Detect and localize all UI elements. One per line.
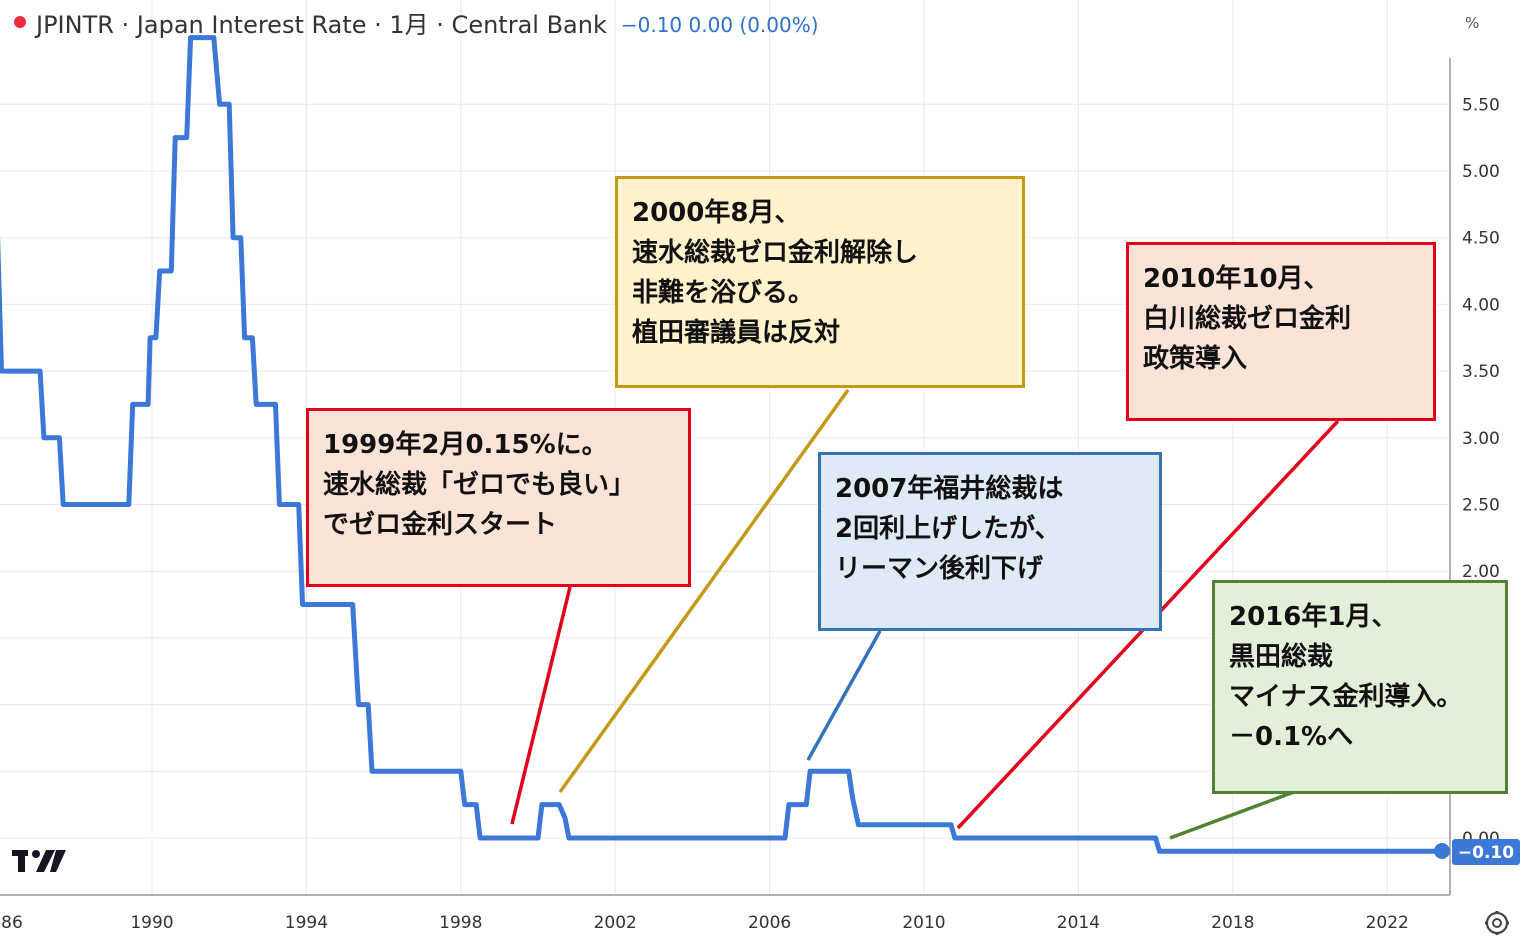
annotation-line: 1999年2月0.15%に。 bbox=[323, 430, 608, 460]
annotation-pointers bbox=[510, 388, 1340, 840]
annotation-line: 2007年福井総裁は bbox=[835, 474, 1064, 504]
annotation-line: でゼロ金利スタート bbox=[323, 510, 558, 540]
x-tick-label: 2014 bbox=[1057, 913, 1100, 933]
y-tick-label: 3.50 bbox=[1462, 362, 1500, 382]
gear-icon[interactable] bbox=[1484, 910, 1510, 936]
annotation-zero-2010: 2010年10月、 白川総裁ゼロ金利 政策導入 bbox=[1126, 242, 1436, 421]
rate-series bbox=[0, 35, 1436, 854]
annotation-pointer-negative-2016 bbox=[1169, 790, 1295, 840]
annotation-line: 植田審議員は反対 bbox=[632, 318, 841, 348]
last-value-badge bbox=[1452, 839, 1520, 865]
chart-header: JPINTR · Japan Interest Rate · 1月 · Cent… bbox=[8, 4, 819, 40]
annotation-line: 黒田総裁 bbox=[1229, 642, 1334, 672]
red-dot-icon bbox=[14, 16, 26, 28]
x-axis-ticks: 86 1990 1994 1998 2002 2006 2010 2014 2018 2022 bbox=[1, 913, 1409, 933]
annotation-lift-2000: 2000年8月、速水総裁ゼロ金利解除し 非難を浴びる。 植田審議員は反対 bbox=[615, 176, 1025, 388]
unit-label[interactable]: % bbox=[1465, 14, 1480, 32]
tradingview-logo-icon[interactable] bbox=[12, 846, 68, 876]
annotation-line: マイナス金利導入。 bbox=[1229, 682, 1463, 712]
annotation-line: 速水総裁「ゼロでも良い」 bbox=[323, 470, 636, 500]
y-tick-label: 5.00 bbox=[1462, 162, 1500, 182]
last-value-marker: −0.10 bbox=[1434, 839, 1520, 865]
annotation-line: 速水総裁ゼロ金利解除し bbox=[632, 238, 919, 268]
y-tick-label: 4.50 bbox=[1462, 229, 1500, 249]
last-value-label: −0.10 bbox=[1458, 843, 1514, 863]
symbol-title[interactable]: JPINTR · Japan Interest Rate · 1月 · Cent… bbox=[36, 10, 607, 39]
x-tick-label: 2022 bbox=[1366, 913, 1409, 933]
annotation-pointer-zero-1999 bbox=[510, 586, 572, 825]
annotation-line: 2016年1月、 bbox=[1229, 602, 1398, 632]
y-tick-label: 2.00 bbox=[1462, 562, 1500, 582]
annotation-pointer-hike-2007 bbox=[806, 630, 882, 761]
last-value-dot bbox=[1434, 843, 1450, 859]
annotation-line: リーマン後利下げ bbox=[835, 554, 1044, 584]
y-tick-label: 2.50 bbox=[1462, 496, 1500, 516]
annotation-line: 2010年10月、 bbox=[1143, 264, 1330, 294]
annotation-line: 2回利上げしたが、 bbox=[835, 514, 1061, 544]
annotation-line: 白川総裁ゼロ金利 bbox=[1143, 304, 1352, 334]
y-tick-label: 3.00 bbox=[1462, 429, 1500, 449]
x-tick-label: 2002 bbox=[594, 913, 637, 933]
x-tick-label: 1998 bbox=[439, 913, 482, 933]
annotation-hike-2007: 2007年福井総裁は 2回利上げしたが、 リーマン後利下げ bbox=[818, 452, 1162, 631]
x-tick-label: 1990 bbox=[130, 913, 173, 933]
ohlc-values: −0.10 0.00 (0.00%) bbox=[620, 13, 819, 37]
annotation-negative-2016: 2016年1月、 黒田総裁マイナス金利導入。 －0.1%へ bbox=[1212, 580, 1508, 794]
annotation-pointer-lift-2000 bbox=[558, 388, 850, 794]
y-tick-label: 4.00 bbox=[1462, 295, 1500, 315]
annotation-line: 2000年8月、 bbox=[632, 198, 801, 228]
annotation-line: －0.1%へ bbox=[1229, 722, 1354, 752]
rate-line bbox=[0, 35, 1436, 854]
annotation-zero-1999: 1999年2月0.15%に。 速水総裁「ゼロでも良い」 でゼロ金利スタート bbox=[306, 408, 691, 587]
annotation-line: 非難を浴びる。 bbox=[632, 278, 815, 308]
x-tick-label: 2010 bbox=[902, 913, 945, 933]
y-tick-label: 5.50 bbox=[1462, 95, 1500, 115]
x-tick-label: 2006 bbox=[748, 913, 791, 933]
x-tick-label: 86 bbox=[1, 913, 23, 933]
annotation-line: 政策導入 bbox=[1143, 344, 1248, 374]
x-tick-label: 2018 bbox=[1211, 913, 1254, 933]
x-tick-label: 1994 bbox=[285, 913, 328, 933]
